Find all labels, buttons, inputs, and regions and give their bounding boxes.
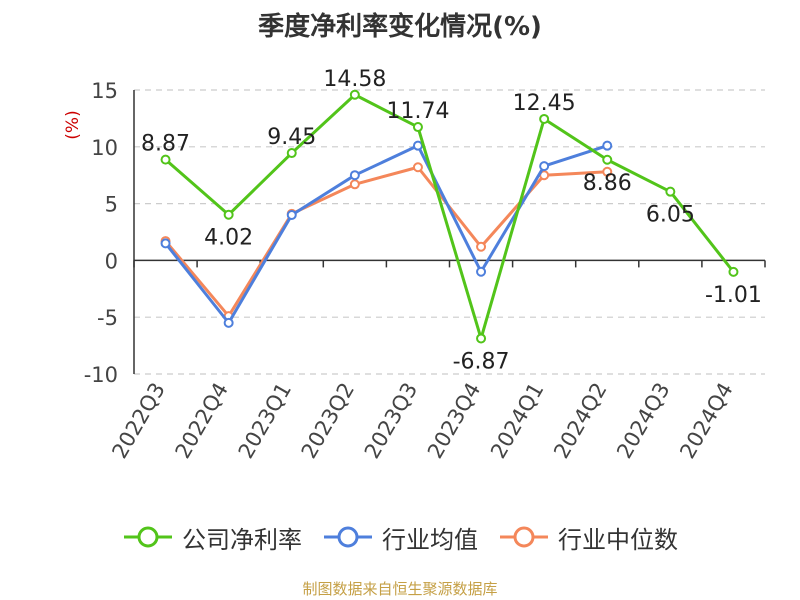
data-point (412, 162, 423, 173)
data-point (160, 154, 171, 165)
series-line (164, 144, 608, 325)
x-tick-label: 2024Q2 (549, 379, 611, 463)
legend-label: 公司净利率 (182, 525, 302, 554)
chart-title: 季度净利率变化情况(%) (258, 12, 542, 42)
legend-label: 行业均值 (382, 525, 478, 554)
y-tick-label: 5 (105, 193, 118, 217)
data-point (286, 148, 297, 159)
data-point (286, 209, 297, 220)
data-source-note: 制图数据来自恒生聚源数据库 (302, 580, 498, 598)
y-tick-label: 10 (91, 136, 118, 160)
x-tick-label: 2022Q4 (171, 379, 233, 463)
data-point (349, 170, 360, 181)
data-point (349, 179, 360, 190)
legend-item-industry-median[interactable]: 行业中位数 (498, 519, 678, 555)
legend-item-company[interactable]: 公司净利率 (122, 519, 302, 555)
legend-item-industry-mean[interactable]: 行业均值 (322, 519, 478, 555)
data-label: 9.45 (267, 125, 316, 150)
data-point (160, 238, 171, 249)
data-point (539, 113, 550, 124)
y-tick-label: -5 (97, 306, 118, 330)
data-label: -1.01 (705, 283, 762, 308)
x-tick-label: 2024Q3 (612, 379, 674, 463)
legend: 公司净利率 行业均值 行业中位数 (0, 519, 800, 555)
legend-swatch-icon (324, 526, 372, 548)
legend-swatch-icon (124, 526, 172, 548)
data-label: 6.05 (646, 203, 695, 228)
x-tick-label: 2023Q4 (423, 379, 485, 463)
data-point (539, 161, 550, 172)
y-tick-label: 15 (91, 79, 118, 103)
data-label: 14.58 (323, 67, 386, 92)
data-label: 4.02 (204, 226, 253, 251)
x-tick-label: 2024Q1 (486, 379, 548, 463)
x-tick-label: 2023Q1 (234, 379, 296, 463)
data-point (476, 241, 487, 252)
data-label: 8.87 (141, 132, 190, 157)
x-tick-label: 2024Q4 (675, 379, 737, 463)
x-tick-label: 2023Q3 (360, 379, 422, 463)
y-tick-label: -10 (84, 363, 118, 387)
data-label: 8.86 (583, 171, 632, 196)
data-point (412, 140, 423, 151)
data-point (412, 122, 423, 133)
data-label: 11.74 (386, 99, 449, 124)
y-tick-label: 0 (105, 249, 118, 273)
y-axis-label: (%) (63, 110, 83, 139)
data-point (728, 266, 739, 277)
x-tick-label: 2023Q2 (297, 379, 359, 463)
data-point (665, 186, 676, 197)
data-point (602, 166, 613, 177)
series-line (164, 165, 608, 318)
series-line (164, 93, 735, 340)
data-label: 12.45 (513, 91, 576, 116)
data-label: -6.87 (453, 349, 510, 374)
x-tick-label: 2022Q3 (107, 379, 169, 463)
data-point (223, 317, 234, 328)
data-point (476, 333, 487, 344)
data-point (602, 154, 613, 165)
data-point (349, 89, 360, 100)
legend-swatch-icon (500, 526, 548, 548)
data-point (223, 209, 234, 220)
legend-label: 行业中位数 (558, 525, 678, 554)
data-point (602, 140, 613, 151)
data-point (476, 266, 487, 277)
series-lines (160, 89, 739, 344)
